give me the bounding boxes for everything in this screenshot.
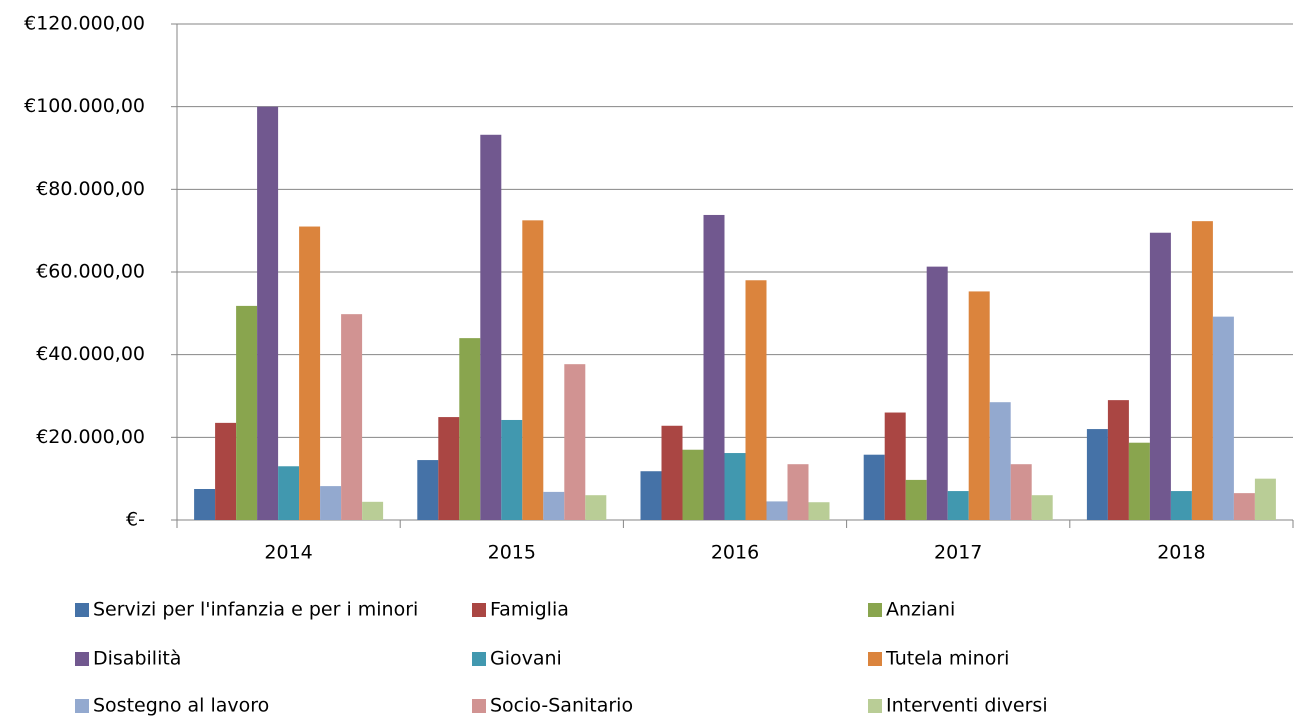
bar (1191, 221, 1213, 520)
legend-label: Socio-Sanitario (490, 695, 633, 717)
y-tick-label: €120.000,00 (24, 13, 145, 35)
x-tick-label: 2016 (711, 542, 759, 564)
legend-swatch (868, 652, 882, 666)
bar (320, 486, 342, 520)
y-tick-label: €80.000,00 (36, 178, 145, 200)
bar (682, 449, 704, 520)
bar (236, 305, 258, 520)
y-tick-label: €60.000,00 (36, 261, 145, 283)
legend-swatch (75, 603, 89, 617)
legend-swatch (472, 652, 486, 666)
bar (989, 402, 1011, 520)
bar (1170, 491, 1192, 520)
legend-label: Tutela minori (885, 648, 1009, 670)
x-tick-label: 2017 (934, 542, 982, 564)
bar (257, 106, 279, 521)
y-tick-label: €40.000,00 (36, 343, 145, 365)
x-tick-label: 2014 (264, 542, 312, 564)
bar (1149, 232, 1171, 520)
legend-label: Giovani (490, 648, 562, 670)
bar (215, 422, 237, 520)
bar (884, 412, 906, 520)
legend-label: Anziani (886, 599, 955, 621)
legend-swatch (868, 603, 882, 617)
bar (766, 501, 788, 520)
bar (787, 464, 809, 520)
legend-label: Servizi per l'infanzia e per i minori (93, 599, 418, 621)
bar (1212, 316, 1234, 520)
bar (194, 489, 216, 520)
bar (1031, 495, 1053, 520)
bar (640, 471, 662, 520)
bar (417, 460, 439, 520)
bar (438, 417, 460, 520)
bar (808, 502, 830, 520)
legend-swatch (472, 699, 486, 713)
bar (926, 266, 948, 520)
bar (543, 491, 565, 520)
bar (341, 314, 363, 520)
bar (278, 466, 300, 520)
bar (585, 495, 607, 520)
bar (459, 338, 481, 520)
bar (299, 226, 321, 521)
bar (947, 491, 969, 520)
bar (1010, 464, 1032, 520)
bar (661, 425, 683, 520)
legend-label: Famiglia (490, 599, 569, 621)
y-tick-label: €100.000,00 (24, 95, 145, 117)
bar (863, 454, 885, 520)
legend-label: Disabilità (93, 648, 181, 670)
bar (1086, 429, 1108, 520)
x-tick-label: 2015 (488, 542, 536, 564)
y-tick-label: €20.000,00 (36, 426, 145, 448)
legend-swatch (472, 603, 486, 617)
bar (501, 419, 523, 520)
bar (968, 291, 990, 520)
bar (362, 501, 384, 520)
y-tick-label: €- (126, 509, 145, 531)
bar (522, 220, 544, 521)
legend-label: Interventi diversi (886, 695, 1048, 717)
legend-swatch (868, 699, 882, 713)
bar (905, 479, 927, 520)
bar (1254, 478, 1276, 520)
bar (480, 134, 502, 521)
bar (1107, 400, 1129, 520)
bar (745, 280, 767, 520)
legend-swatch (75, 652, 89, 666)
bar (724, 453, 746, 520)
bar (564, 364, 586, 520)
legend-label: Sostegno al lavoro (93, 695, 269, 717)
x-tick-label: 2018 (1157, 542, 1205, 564)
bar (1233, 493, 1255, 520)
legend-swatch (75, 699, 89, 713)
bar (1128, 442, 1150, 520)
bar (703, 214, 725, 520)
